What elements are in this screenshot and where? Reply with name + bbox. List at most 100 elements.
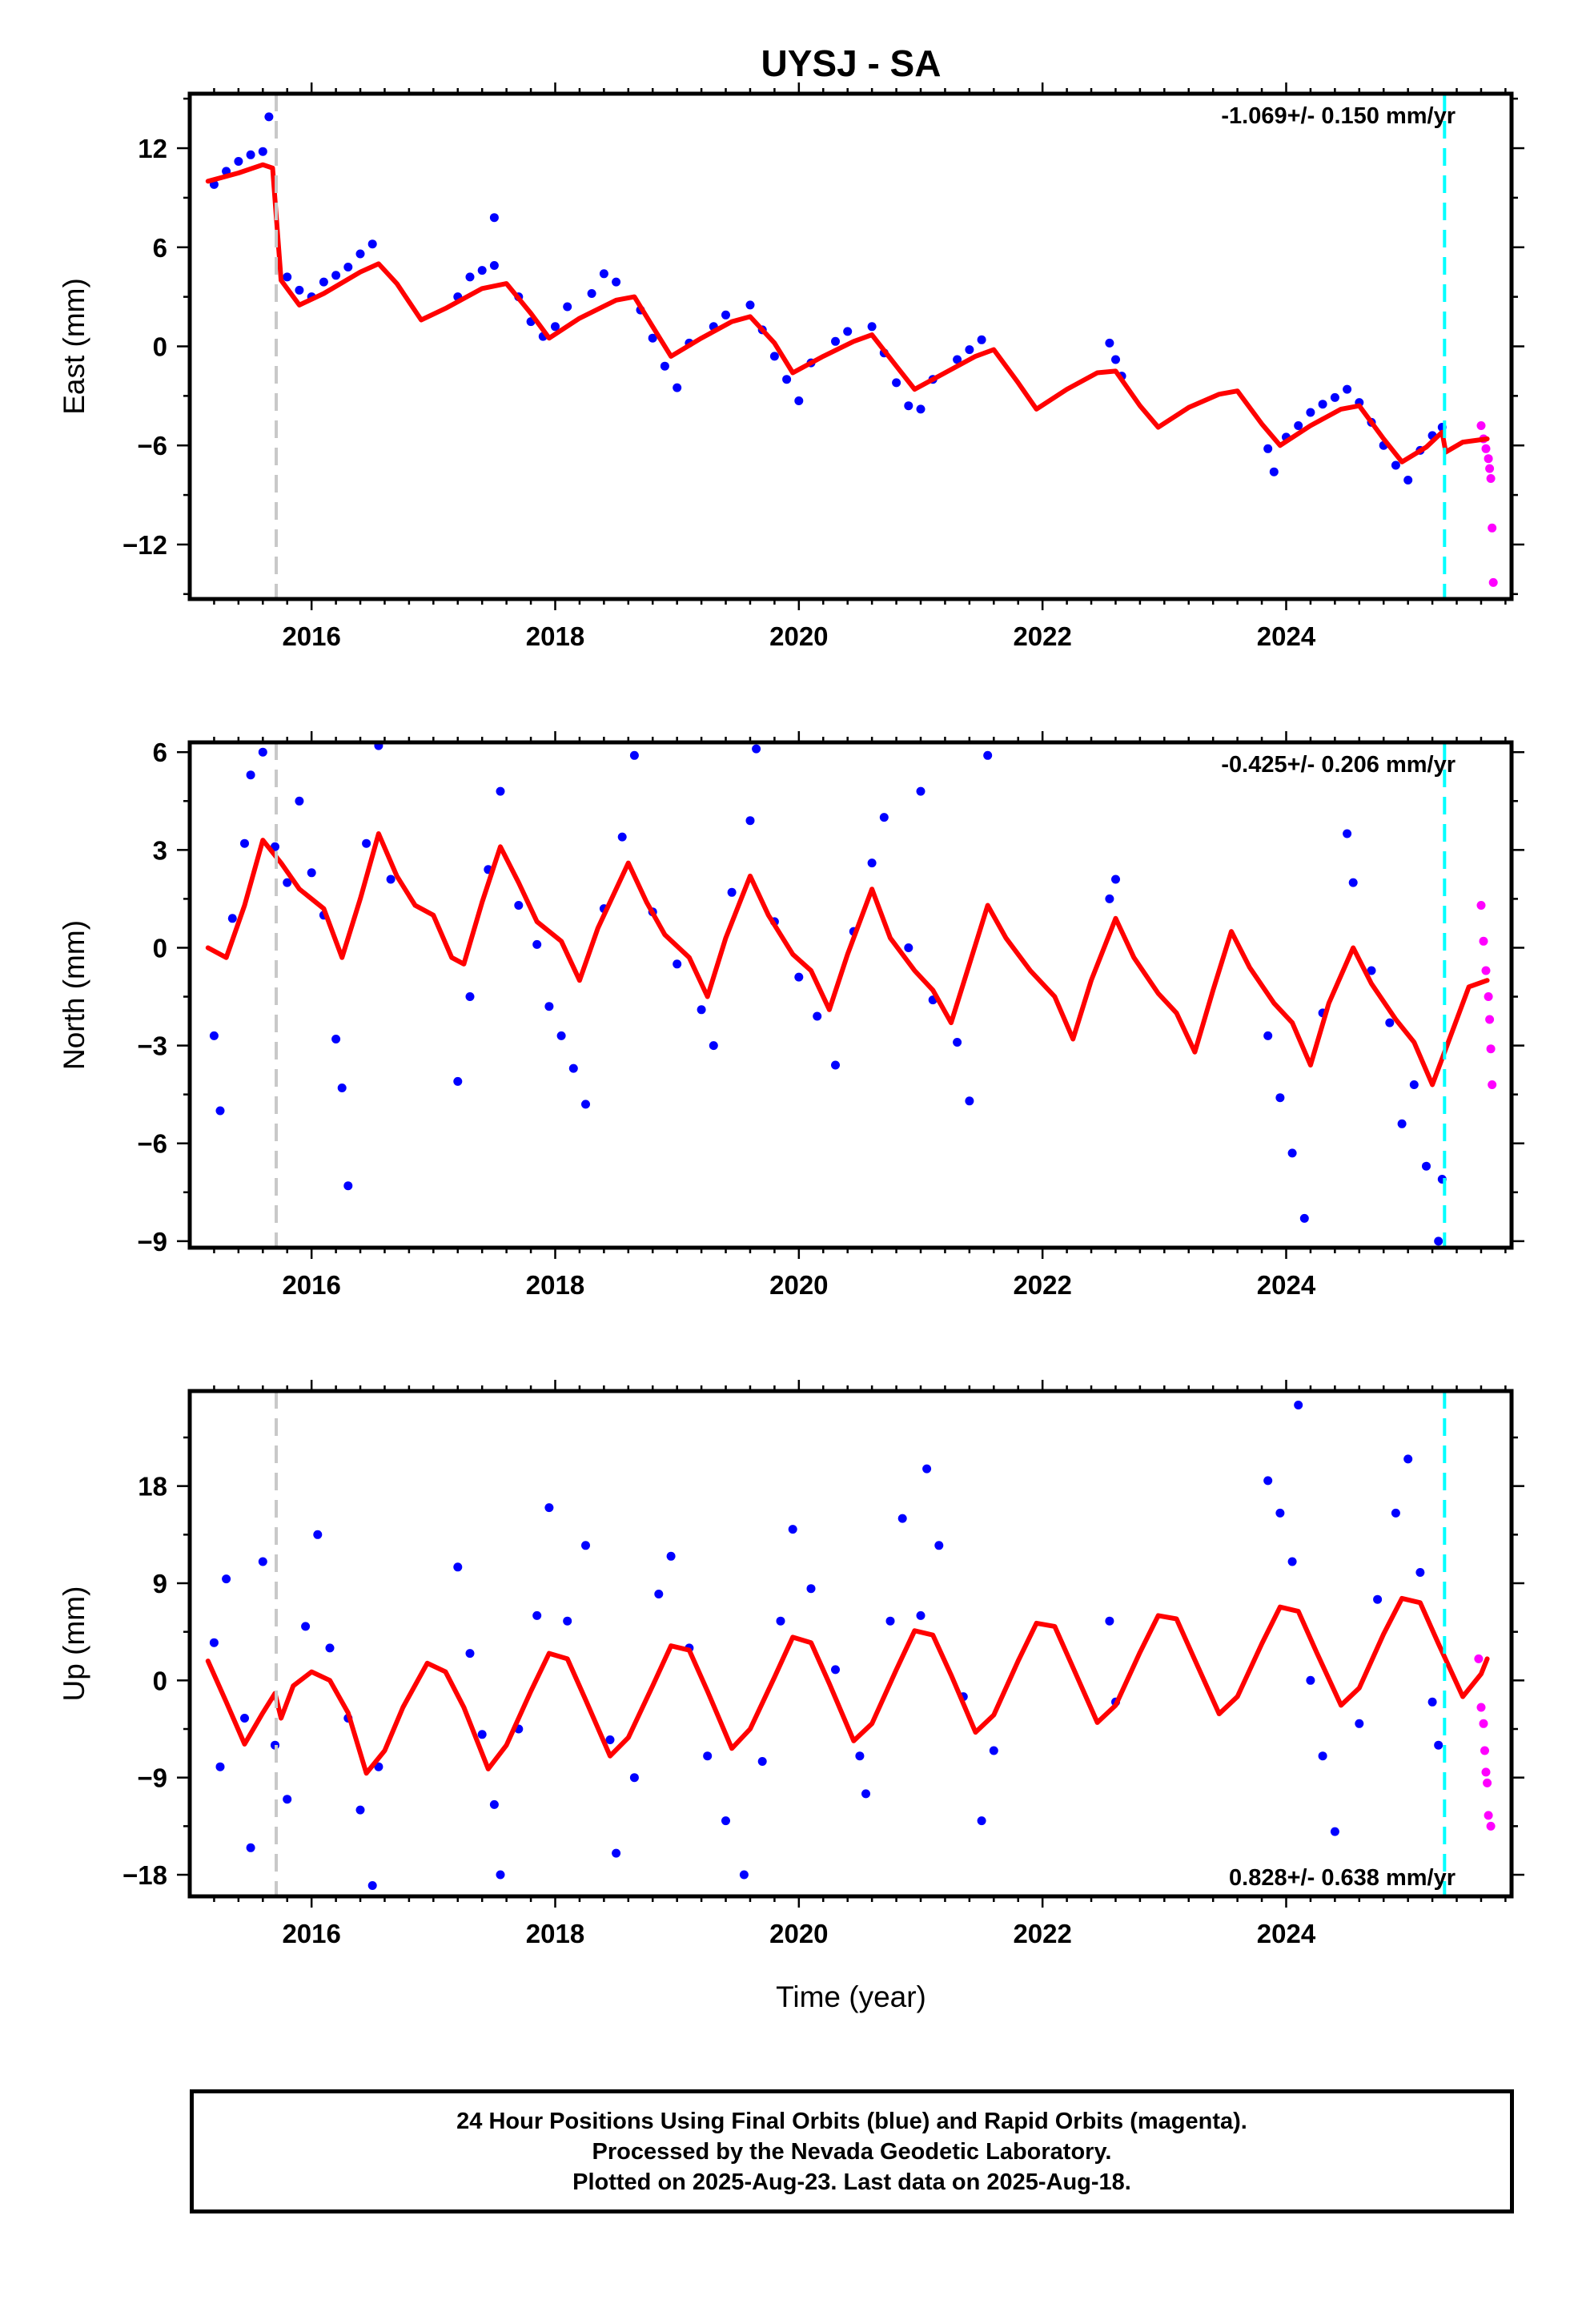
east-data-point xyxy=(953,355,962,364)
east-data-point xyxy=(367,239,377,249)
up-velocity-label: 0.828+/- 0.638 mm/yr xyxy=(1229,1865,1456,1891)
east-data-point xyxy=(1484,454,1493,464)
east-data-point xyxy=(1488,577,1498,587)
east-data-point xyxy=(769,352,779,361)
north-data-point xyxy=(1488,1080,1497,1089)
north-data-point xyxy=(697,1005,706,1015)
east-data-point xyxy=(867,322,877,332)
up-data-point xyxy=(831,1665,840,1675)
up-data-point xyxy=(367,1881,377,1890)
north-data-point xyxy=(1397,1119,1407,1128)
north-data-point xyxy=(1486,1044,1496,1054)
north-data-point xyxy=(209,1031,219,1040)
up-data-point xyxy=(1263,1476,1273,1486)
east-panel: 2016 2018 2020 2022 2024 12 6 0 −6 −12 East (mm) -1… xyxy=(58,76,1524,651)
up-data-point xyxy=(788,1525,797,1534)
north-data-point xyxy=(556,1031,566,1040)
up-data-point xyxy=(581,1541,590,1550)
east-data-point xyxy=(1391,460,1400,470)
north-data-point xyxy=(1263,1031,1273,1040)
up-data-point xyxy=(325,1643,335,1653)
x-tick-label: 2024 xyxy=(1257,621,1316,651)
up-data-point xyxy=(258,1557,267,1566)
up-data-point xyxy=(885,1616,895,1626)
north-model-curve xyxy=(205,831,1490,1088)
up-data-point xyxy=(605,1735,615,1744)
east-data-point xyxy=(489,213,499,223)
east-data-point xyxy=(246,150,255,159)
north-data-point xyxy=(1105,894,1114,903)
east-data-point xyxy=(465,272,475,282)
up-data-point xyxy=(666,1551,676,1561)
north-data-point xyxy=(544,1002,554,1011)
up-data-point xyxy=(1481,1767,1491,1777)
north-data-point xyxy=(295,796,304,806)
east-data-point xyxy=(660,361,669,371)
east-data-point xyxy=(1294,421,1303,430)
up-data-point xyxy=(1486,1821,1496,1831)
up-data-point xyxy=(1330,1827,1339,1836)
north-data-point xyxy=(916,786,926,796)
panels: 2016 2018 2020 2022 2024 12 6 0 −6 −12 East (mm) -1… xyxy=(58,76,1524,1948)
east-data-point xyxy=(1263,444,1273,453)
east-data-point xyxy=(502,76,511,85)
caption-line-2: Processed by the Nevada Geodetic Laborat… xyxy=(592,2138,1112,2165)
north-data-point xyxy=(215,1106,225,1116)
north-panel: 2016 2018 2020 2022 2024 6 3 0 −3 −6 −9 North (mm) -… xyxy=(58,731,1524,1300)
north-data-point xyxy=(1385,1018,1395,1027)
north-data-point xyxy=(1481,966,1491,975)
east-axes-frame xyxy=(187,91,1514,601)
up-data-point xyxy=(355,1805,365,1815)
up-data-point xyxy=(489,1799,499,1809)
east-data-point xyxy=(264,112,274,122)
north-data-point xyxy=(813,1011,822,1021)
north-data-point xyxy=(307,868,316,878)
north-data-point xyxy=(1434,1236,1443,1246)
y-tick-label: −6 xyxy=(137,431,167,460)
up-data-point xyxy=(1275,1508,1285,1518)
east-data-point xyxy=(965,345,974,355)
east-data-point xyxy=(551,322,560,332)
up-data-point xyxy=(934,1541,944,1550)
up-data-point xyxy=(916,1610,926,1620)
up-data-point xyxy=(612,1848,621,1858)
north-data-point xyxy=(337,1084,347,1092)
east-data-point xyxy=(599,269,608,279)
x-tick-label: 2016 xyxy=(282,1919,340,1948)
east-data-point xyxy=(977,335,986,344)
north-data-point xyxy=(532,939,542,949)
up-data-point xyxy=(301,1622,311,1631)
north-data-point xyxy=(745,816,755,826)
x-tick-label: 2020 xyxy=(769,1270,828,1300)
north-data-point xyxy=(1299,1213,1309,1223)
north-data-point xyxy=(794,972,804,982)
east-data-point xyxy=(1476,421,1486,430)
north-data-point xyxy=(1484,992,1493,1001)
up-data-point xyxy=(721,1816,730,1826)
caption-line-1: 24 Hour Positions Using Final Orbits (bl… xyxy=(456,2108,1247,2134)
north-data-point xyxy=(1343,829,1352,838)
y-tick-label: −12 xyxy=(122,530,167,560)
up-data-point xyxy=(246,1843,255,1852)
north-data-point xyxy=(465,992,475,1001)
north-data-point xyxy=(1367,966,1376,975)
east-data-point xyxy=(1343,384,1352,394)
up-data-point xyxy=(977,1816,986,1826)
up-data-point xyxy=(240,1714,249,1723)
north-data-point xyxy=(514,901,524,910)
up-data-point xyxy=(806,1584,816,1594)
up-data-point xyxy=(1355,1719,1364,1728)
up-data-point xyxy=(222,1574,231,1584)
up-plot-area xyxy=(205,1391,1496,1896)
east-data-point xyxy=(1269,467,1279,476)
east-data-point xyxy=(1111,355,1120,364)
up-data-point xyxy=(654,1590,664,1598)
y-tick-label: 0 xyxy=(153,1666,167,1695)
east-plot-area xyxy=(205,76,1498,599)
up-data-point xyxy=(1476,1703,1486,1712)
east-data-point xyxy=(745,300,755,310)
x-tick-label: 2018 xyxy=(526,1919,584,1948)
up-data-point xyxy=(1474,1654,1484,1663)
x-tick-label: 2016 xyxy=(282,1270,340,1300)
